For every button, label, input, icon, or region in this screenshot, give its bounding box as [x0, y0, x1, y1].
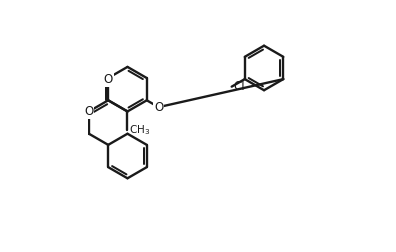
Text: O: O [104, 73, 113, 86]
Text: O: O [84, 105, 93, 118]
Text: O: O [154, 101, 163, 114]
Text: CH$_3$: CH$_3$ [129, 123, 150, 137]
Text: Cl: Cl [233, 80, 245, 93]
